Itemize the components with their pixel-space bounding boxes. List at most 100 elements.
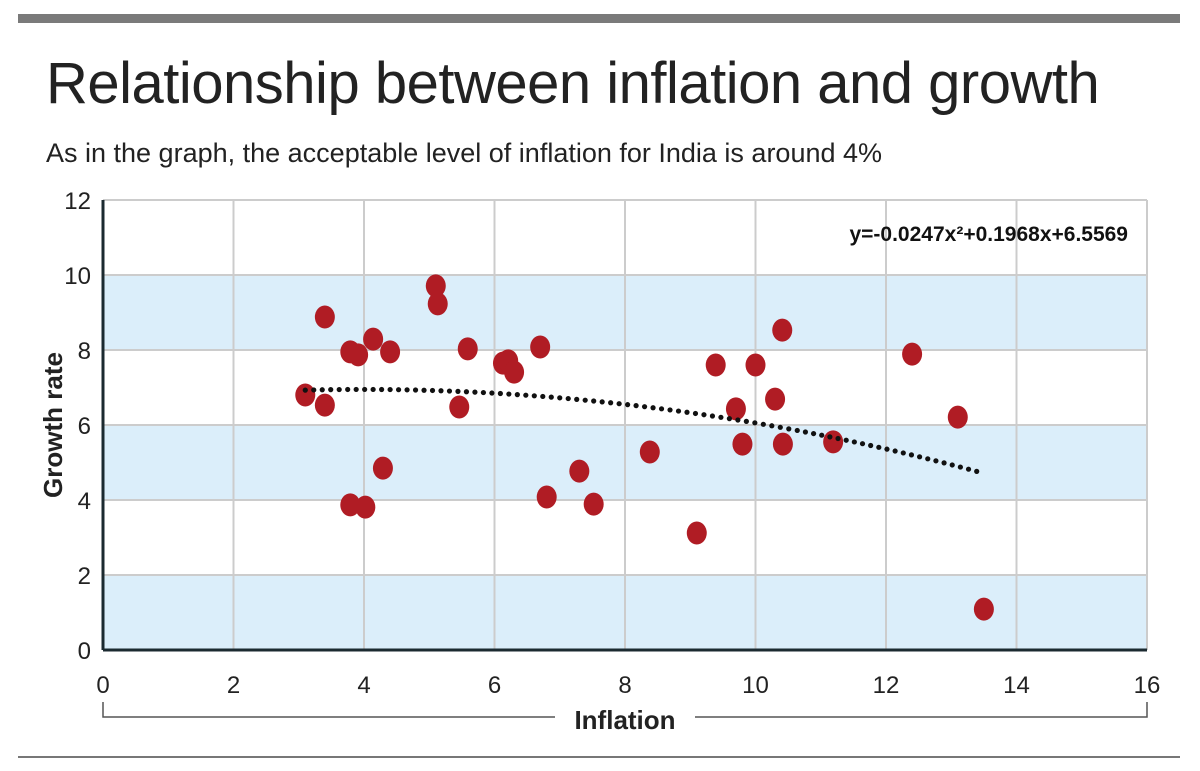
trendline-dot	[455, 388, 461, 394]
trendline-dot	[974, 468, 980, 474]
data-point	[314, 393, 335, 417]
x-tick-label: 14	[1003, 672, 1030, 699]
trendline-dot	[574, 396, 580, 402]
trendline-dot	[591, 398, 597, 404]
data-point	[772, 432, 793, 456]
trendline-dot	[675, 408, 682, 414]
trendline-dot	[641, 404, 648, 410]
trendline-dot	[752, 420, 758, 426]
x-tick-label: 6	[488, 672, 501, 699]
data-point	[725, 397, 746, 421]
trendline-dot	[965, 466, 972, 472]
data-point	[947, 405, 968, 429]
data-point	[772, 318, 793, 342]
trendline-dot	[900, 450, 906, 456]
data-point	[569, 459, 590, 483]
data-point	[425, 274, 446, 298]
data-point	[314, 305, 335, 329]
trendline-dot	[370, 386, 376, 393]
trendline-dot	[506, 391, 512, 397]
trendline-dot	[760, 421, 766, 427]
data-point	[732, 432, 753, 456]
trendline-dot	[843, 437, 849, 443]
trendline-dot	[876, 444, 882, 450]
trendline-dot	[446, 388, 453, 394]
trendline-dot	[667, 407, 673, 413]
trendline-dot	[514, 392, 520, 398]
trendline-dot	[472, 389, 478, 395]
trendline-dot	[319, 387, 325, 393]
trendline-dot	[582, 397, 588, 403]
trendline-dot	[412, 387, 419, 393]
data-point	[372, 456, 393, 480]
trendline-dot	[353, 386, 359, 393]
x-tick-label: 8	[618, 672, 631, 699]
x-tick-label: 4	[357, 672, 370, 699]
data-point	[348, 343, 369, 367]
trendline-dot	[608, 400, 614, 406]
top-rule	[18, 14, 1180, 23]
trendline-dot	[957, 464, 963, 470]
trendline-equation: y=-0.0247x²+0.1968x+6.5569	[849, 223, 1128, 246]
trendline-dot	[810, 430, 817, 437]
data-point	[823, 430, 844, 454]
data-point	[340, 493, 361, 517]
data-point	[902, 342, 923, 366]
trendline-dot	[851, 439, 857, 445]
data-point	[427, 292, 448, 316]
trendline-dot	[650, 405, 656, 411]
trendline-dot	[565, 395, 571, 402]
trendline-dot	[336, 386, 342, 393]
trendline-dot	[692, 410, 699, 417]
data-point	[380, 340, 401, 364]
trendline-dot	[387, 386, 393, 393]
trendline-dot	[302, 387, 308, 393]
trendline-dot	[777, 424, 783, 430]
trendline-dot	[827, 434, 833, 440]
trendline-dot	[892, 448, 898, 454]
trendline-dot	[726, 416, 733, 422]
data-point	[705, 353, 726, 377]
x-tick-label: 12	[873, 672, 900, 699]
trendline-dot	[497, 390, 503, 397]
trendline-dot	[701, 412, 707, 418]
trendline-dot	[328, 387, 334, 393]
data-point	[973, 597, 994, 621]
x-tick-label: 10	[742, 672, 769, 699]
trendline-dot	[658, 406, 665, 412]
trendline-dot	[802, 429, 809, 435]
trendline-dot	[548, 394, 554, 400]
data-point	[457, 337, 478, 361]
y-axis-label: Growth rate	[38, 352, 68, 498]
trendline-dot	[718, 414, 724, 420]
trendline-dot	[362, 386, 368, 393]
data-point	[295, 383, 316, 407]
trendline-dot	[616, 401, 622, 407]
trendline-dot	[709, 413, 716, 419]
data-point	[765, 387, 786, 411]
trendline-dot	[480, 389, 487, 396]
y-tick-label: 12	[64, 188, 91, 215]
trendline-dot	[557, 395, 563, 401]
trendline-dot	[743, 418, 749, 424]
trendline-dot	[908, 452, 915, 458]
trendline-dot	[794, 427, 800, 434]
data-point	[583, 492, 604, 516]
x-tick-label: 2	[227, 672, 240, 699]
y-tick-label: 0	[78, 638, 91, 665]
trendline-dot	[540, 393, 546, 400]
trendline-dot	[599, 399, 605, 405]
trendline-dot	[345, 386, 351, 393]
y-tick-label: 10	[64, 263, 91, 290]
data-point	[530, 335, 551, 359]
x-axis-bracket	[102, 702, 1148, 718]
trendline-dot	[684, 409, 690, 415]
data-point	[363, 327, 384, 351]
bottom-rule	[18, 756, 1180, 758]
y-tick-label: 2	[78, 563, 91, 590]
trendline-dot	[884, 446, 890, 452]
trendline-dot	[769, 423, 775, 429]
trendline-dot	[395, 387, 402, 393]
trendline-dot	[531, 393, 537, 399]
